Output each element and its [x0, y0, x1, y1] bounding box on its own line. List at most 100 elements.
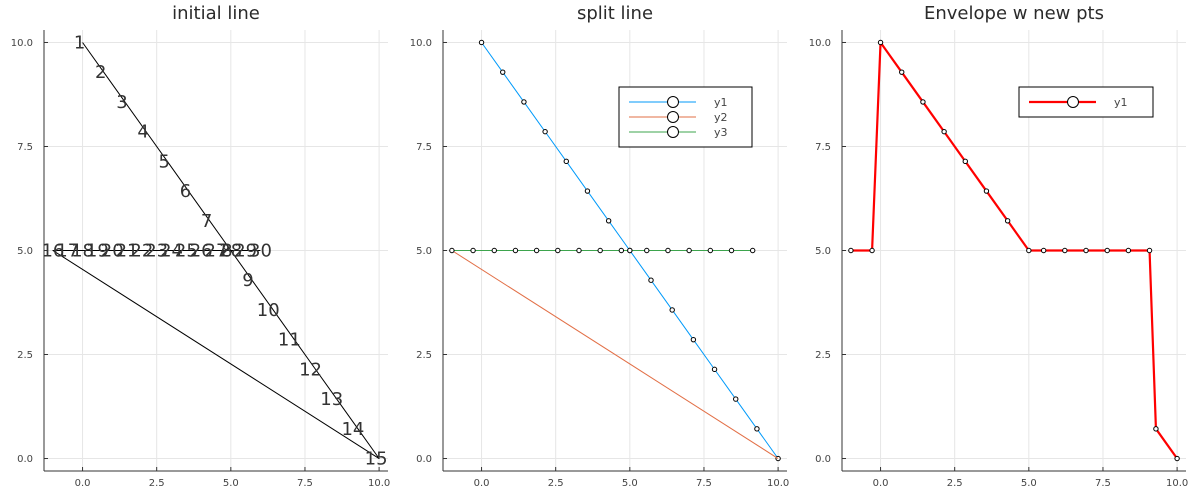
y-tick-label: 5.0 [815, 246, 831, 257]
data-point [512, 247, 519, 254]
data-point [848, 247, 854, 254]
data-point [754, 426, 760, 432]
point-label: 15 [365, 449, 388, 470]
y-tick-label: 10.0 [410, 38, 432, 49]
data-point [711, 366, 718, 373]
point-label: 22 [130, 241, 153, 262]
x-tick-label: 5.0 [223, 478, 239, 489]
x-tick-label: 0.0 [873, 478, 889, 489]
data-point [644, 247, 650, 254]
data-point [648, 277, 654, 283]
x-tick-label: 10.0 [1166, 478, 1188, 489]
legend-marker [667, 126, 679, 138]
data-point [665, 247, 671, 254]
legend-label: y1 [714, 96, 728, 109]
data-point [707, 247, 714, 254]
point-label: 4 [137, 122, 148, 143]
point-label: 10 [257, 300, 280, 321]
data-point [1004, 218, 1011, 224]
chart-panel-1: 0.0 2.5 5.0 7.5 10.0 0.0 2.5 5.0 7.5 10.0 initial … [11, 3, 391, 489]
data-point [1125, 247, 1132, 254]
x-tick-label: 2.5 [947, 478, 963, 489]
y-tick-label: 7.5 [815, 142, 831, 153]
data-point [627, 247, 633, 254]
data-point [899, 69, 905, 75]
y-tick-label: 10.0 [809, 38, 831, 49]
data-point [1104, 247, 1110, 254]
data-point [1083, 247, 1089, 254]
x-tick-label: 2.5 [548, 478, 564, 489]
point-label: 23 [145, 241, 168, 262]
point-label: 2 [95, 62, 106, 83]
data-point [728, 247, 735, 254]
y-tick-label: 2.5 [815, 350, 831, 361]
series-line-y1 [850, 41, 1178, 460]
point-label: 20 [101, 241, 124, 262]
y-tick-label: 2.5 [17, 350, 33, 361]
legend-marker [667, 111, 679, 123]
point-label: 9 [242, 270, 253, 291]
x-tick-label: 0.0 [474, 478, 490, 489]
data-point [733, 396, 739, 402]
data-point [962, 158, 968, 165]
data-point [533, 247, 540, 254]
chart-title: Envelope w new pts [924, 3, 1104, 24]
x-tick-label: 7.5 [696, 478, 712, 489]
point-label: 12 [299, 359, 322, 380]
point-label: 24 [160, 241, 183, 262]
series-line-y2 [451, 250, 779, 459]
point-label: 19 [86, 241, 109, 262]
point-label: 14 [341, 419, 364, 440]
y-tick-label: 0.0 [17, 454, 33, 465]
x-tick-label: 7.5 [297, 478, 313, 489]
data-point [449, 247, 455, 254]
data-point [877, 39, 884, 46]
data-point [1026, 247, 1032, 254]
data-point [983, 188, 990, 194]
y-tick-label: 7.5 [17, 142, 33, 153]
data-point [478, 39, 485, 46]
point-label: 16 [41, 241, 64, 262]
data-point [1040, 247, 1047, 254]
y-tick-label: 0.0 [416, 454, 432, 465]
point-label: 29 [234, 241, 257, 262]
y-tick-label: 5.0 [17, 246, 33, 257]
data-point [491, 247, 497, 254]
x-tick-label: 0.0 [75, 478, 91, 489]
chart-title: split line [577, 3, 653, 24]
data-point [605, 218, 612, 224]
series-line-line [52, 42, 380, 460]
data-point [500, 69, 506, 75]
point-label: 7 [201, 211, 212, 232]
legend-label: y2 [714, 111, 728, 124]
legend-marker [667, 96, 679, 108]
point-label: 17 [56, 241, 79, 262]
data-point [1153, 426, 1159, 432]
point-label: 21 [116, 241, 139, 262]
x-tick-label: 5.0 [1021, 478, 1037, 489]
point-label: 8 [221, 241, 232, 262]
y-tick-label: 0.0 [815, 454, 831, 465]
data-point [686, 247, 692, 254]
data-point [542, 128, 548, 135]
y-tick-label: 2.5 [416, 350, 432, 361]
point-label: 18 [71, 241, 94, 262]
point-label: 27 [205, 241, 228, 262]
data-point [669, 307, 675, 313]
data-point [521, 99, 527, 105]
y-tick-label: 10.0 [11, 38, 33, 49]
data-point [576, 247, 582, 254]
chart-title: initial line [172, 3, 260, 24]
data-point [1146, 247, 1153, 254]
data-point [941, 128, 947, 135]
data-point [555, 247, 561, 254]
x-tick-label: 10.0 [767, 478, 789, 489]
point-label: 11 [278, 330, 301, 351]
y-tick-label: 5.0 [416, 246, 432, 257]
legend-label: y3 [714, 126, 728, 139]
data-point [563, 158, 569, 165]
data-point [690, 336, 697, 343]
legend: y1 [1018, 86, 1154, 118]
x-tick-label: 7.5 [1095, 478, 1111, 489]
point-label: 3 [116, 92, 127, 113]
